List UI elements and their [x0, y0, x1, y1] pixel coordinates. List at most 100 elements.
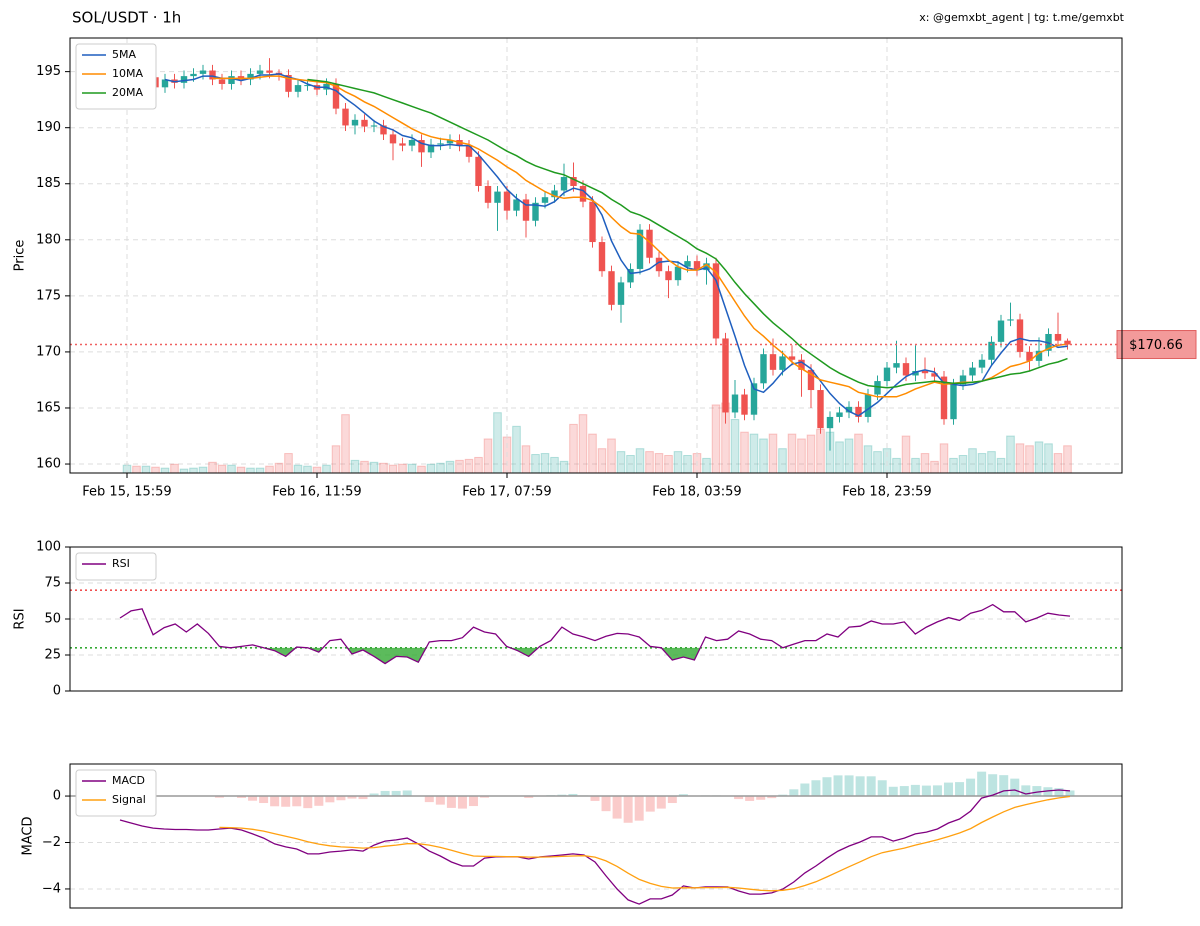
- volume-bar: [407, 463, 417, 474]
- histogram-bar: [391, 790, 401, 797]
- legend-label: Signal: [112, 793, 146, 806]
- volume-bar: [483, 438, 493, 474]
- volume-bar: [854, 433, 863, 474]
- y-tick-label: 100: [36, 540, 61, 555]
- candle-body: [969, 367, 976, 376]
- volume-bar: [236, 466, 246, 474]
- candle-body: [655, 257, 663, 272]
- candle-body: [893, 363, 900, 368]
- candle-body: [465, 145, 473, 157]
- candle-body: [285, 74, 292, 92]
- histogram-bar: [259, 796, 269, 804]
- candle-body: [161, 79, 169, 88]
- y-axis-label: Price: [13, 240, 28, 272]
- y-tick-label: −4: [42, 881, 61, 896]
- volume-bar: [322, 464, 331, 474]
- volume-bar: [151, 466, 160, 474]
- volume-bar: [616, 451, 626, 474]
- histogram-bar: [524, 796, 534, 798]
- histogram-bar: [270, 796, 280, 807]
- histogram-bar: [678, 794, 688, 797]
- volume-bar: [208, 461, 217, 474]
- candle-body: [722, 338, 729, 413]
- histogram-bar: [745, 796, 755, 801]
- histogram-bar: [457, 796, 467, 809]
- candle-body: [427, 144, 435, 153]
- candle-body: [703, 263, 710, 271]
- candle-body: [513, 199, 520, 211]
- volume-bar: [958, 455, 968, 474]
- y-tick-label: −2: [42, 835, 61, 850]
- chart-title: SOL/USDT · 1h: [72, 9, 181, 27]
- histogram-bar: [424, 796, 434, 803]
- volume-bar: [360, 460, 369, 474]
- histogram-bar: [767, 796, 777, 799]
- histogram-bar: [667, 796, 677, 804]
- volume-bar: [759, 438, 768, 474]
- candle-body: [950, 384, 957, 420]
- histogram-bar: [281, 796, 291, 807]
- histogram-bar: [1032, 786, 1042, 797]
- volume-bar: [540, 453, 550, 474]
- volume-bar: [388, 464, 398, 474]
- legend-label: 20MA: [112, 86, 143, 99]
- volume-bar: [996, 457, 1006, 474]
- candle-body: [266, 70, 273, 73]
- volume-bar: [1034, 441, 1044, 474]
- volume-bar: [1063, 445, 1072, 474]
- volume-bar: [664, 455, 673, 474]
- volume-bar: [464, 458, 474, 474]
- candle-body: [959, 375, 967, 385]
- volume-bar: [607, 438, 616, 474]
- volume-bar: [949, 457, 958, 474]
- candle-body: [361, 119, 368, 127]
- histogram-bar: [380, 790, 390, 797]
- histogram-bar: [844, 775, 854, 797]
- candle-body: [1016, 319, 1024, 352]
- histogram-bar: [590, 796, 600, 801]
- volume-bar: [654, 453, 664, 474]
- volume-bar: [189, 467, 198, 474]
- histogram-bar: [634, 796, 644, 821]
- y-tick-label: 170: [36, 344, 61, 359]
- volume-bar: [417, 465, 426, 474]
- x-tick-label: Feb 18, 03:59: [652, 485, 741, 500]
- histogram-bar: [988, 774, 998, 797]
- volume-bar: [331, 445, 341, 474]
- candle-body: [627, 268, 634, 283]
- candle-body: [351, 119, 359, 126]
- histogram-bar: [955, 782, 965, 797]
- candle-body: [798, 359, 805, 370]
- histogram-bar: [237, 796, 247, 798]
- candle-body: [399, 143, 406, 146]
- candle-body: [997, 320, 1005, 342]
- volume-bar: [550, 456, 559, 474]
- histogram-bar: [435, 796, 445, 805]
- y-tick-label: 75: [44, 576, 61, 591]
- legend-label: MACD: [112, 774, 145, 787]
- candle-body: [199, 70, 207, 74]
- histogram-bar: [612, 796, 622, 819]
- volume-bar: [816, 428, 825, 474]
- volume-bar: [512, 425, 521, 474]
- candle-body: [636, 229, 644, 269]
- legend-label: 10MA: [112, 67, 143, 80]
- y-tick-label: 175: [36, 288, 61, 303]
- volume-bar: [445, 460, 455, 474]
- histogram-bar: [734, 796, 744, 800]
- volume-bar: [569, 423, 578, 474]
- volume-bar: [493, 412, 502, 474]
- candle-body: [988, 341, 995, 360]
- histogram-bar: [446, 796, 456, 808]
- histogram-bar: [303, 796, 313, 809]
- candle-body: [1064, 340, 1071, 345]
- volume-bar: [901, 435, 911, 474]
- histogram-bar: [899, 786, 909, 797]
- volume-bar: [1015, 443, 1025, 474]
- candle-body: [503, 191, 511, 211]
- volume-bar: [1053, 453, 1063, 474]
- volume-bar: [274, 462, 284, 474]
- histogram-bar: [656, 796, 666, 809]
- histogram-bar: [921, 785, 931, 797]
- volume-bar: [379, 462, 388, 474]
